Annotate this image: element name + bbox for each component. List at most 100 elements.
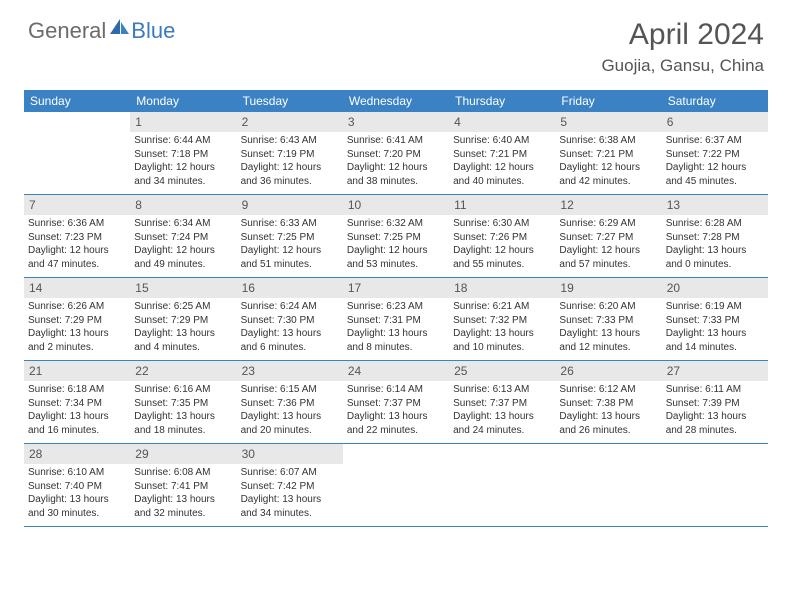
day-cell: 11Sunrise: 6:30 AMSunset: 7:26 PMDayligh… [449, 195, 555, 277]
day-cell: 28Sunrise: 6:10 AMSunset: 7:40 PMDayligh… [24, 444, 130, 526]
day-cell: 23Sunrise: 6:15 AMSunset: 7:36 PMDayligh… [237, 361, 343, 443]
day-body: Sunrise: 6:11 AMSunset: 7:39 PMDaylight:… [662, 383, 768, 441]
sunrise-text: Sunrise: 6:29 AM [559, 217, 657, 231]
daylight-text: Daylight: 12 hours and 34 minutes. [134, 161, 232, 188]
page-header: General Blue April 2024 Guojia, Gansu, C… [0, 0, 792, 84]
sunrise-text: Sunrise: 6:44 AM [134, 134, 232, 148]
day-body: Sunrise: 6:38 AMSunset: 7:21 PMDaylight:… [555, 134, 661, 192]
sunrise-text: Sunrise: 6:18 AM [28, 383, 126, 397]
sunrise-text: Sunrise: 6:24 AM [241, 300, 339, 314]
day-body: Sunrise: 6:43 AMSunset: 7:19 PMDaylight:… [237, 134, 343, 192]
sunset-text: Sunset: 7:24 PM [134, 231, 232, 245]
day-cell: 1 Sunrise: 6:44 AMSunset: 7:18 PMDaylight… [130, 112, 236, 194]
day-number: 17 [343, 278, 449, 298]
day-body: Sunrise: 6:32 AMSunset: 7:25 PMDaylight:… [343, 217, 449, 275]
daylight-text: Daylight: 12 hours and 53 minutes. [347, 244, 445, 271]
day-cell: 4Sunrise: 6:40 AMSunset: 7:21 PMDaylight… [449, 112, 555, 194]
day-cell: 13Sunrise: 6:28 AMSunset: 7:28 PMDayligh… [662, 195, 768, 277]
sunrise-text: Sunrise: 6:07 AM [241, 466, 339, 480]
daylight-text: Daylight: 13 hours and 4 minutes. [134, 327, 232, 354]
sunrise-text: Sunrise: 6:25 AM [134, 300, 232, 314]
day-body: Sunrise: 6:30 AMSunset: 7:26 PMDaylight:… [449, 217, 555, 275]
week-row: 1 Sunrise: 6:44 AMSunset: 7:18 PMDaylight… [24, 112, 768, 195]
day-body: Sunrise: 6:28 AMSunset: 7:28 PMDaylight:… [662, 217, 768, 275]
sunset-text: Sunset: 7:25 PM [347, 231, 445, 245]
weekday-header: Monday [130, 90, 236, 112]
sunset-text: Sunset: 7:31 PM [347, 314, 445, 328]
sunrise-text: Sunrise: 6:32 AM [347, 217, 445, 231]
day-body: Sunrise: 6:10 AMSunset: 7:40 PMDaylight:… [24, 466, 130, 524]
day-number [24, 112, 130, 130]
calendar-grid: SundayMondayTuesdayWednesdayThursdayFrid… [24, 90, 768, 527]
day-number: 25 [449, 361, 555, 381]
day-cell: 12Sunrise: 6:29 AMSunset: 7:27 PMDayligh… [555, 195, 661, 277]
weekday-header-row: SundayMondayTuesdayWednesdayThursdayFrid… [24, 90, 768, 112]
day-number: 1 [130, 112, 236, 132]
sunset-text: Sunset: 7:18 PM [134, 148, 232, 162]
day-cell: 26Sunrise: 6:12 AMSunset: 7:38 PMDayligh… [555, 361, 661, 443]
sunset-text: Sunset: 7:21 PM [559, 148, 657, 162]
day-cell [343, 444, 449, 526]
sunset-text: Sunset: 7:27 PM [559, 231, 657, 245]
day-body: Sunrise: 6:08 AMSunset: 7:41 PMDaylight:… [130, 466, 236, 524]
day-number: 28 [24, 444, 130, 464]
day-number: 6 [662, 112, 768, 132]
day-number: 23 [237, 361, 343, 381]
day-number: 9 [237, 195, 343, 215]
day-number [662, 444, 768, 462]
day-number: 15 [130, 278, 236, 298]
sunrise-text: Sunrise: 6:19 AM [666, 300, 764, 314]
day-body: Sunrise: 6:34 AMSunset: 7:24 PMDaylight:… [130, 217, 236, 275]
day-number: 3 [343, 112, 449, 132]
daylight-text: Daylight: 13 hours and 12 minutes. [559, 327, 657, 354]
week-row: 7 Sunrise: 6:36 AMSunset: 7:23 PM Daylight… [24, 195, 768, 278]
weekday-header: Tuesday [237, 90, 343, 112]
day-number: 11 [449, 195, 555, 215]
sunset-text: Sunset: 7:42 PM [241, 480, 339, 494]
sunset-text: Sunset: 7:23 PM [28, 231, 126, 245]
day-cell: 3Sunrise: 6:41 AMSunset: 7:20 PMDaylight… [343, 112, 449, 194]
title-block: April 2024 Guojia, Gansu, China [601, 18, 764, 76]
sunrise-text: Sunrise: 6:43 AM [241, 134, 339, 148]
day-body: Sunrise: 6:13 AMSunset: 7:37 PMDaylight:… [449, 383, 555, 441]
weekday-header: Saturday [662, 90, 768, 112]
day-number [343, 444, 449, 462]
sunset-text: Sunset: 7:35 PM [134, 397, 232, 411]
day-cell: 15Sunrise: 6:25 AMSunset: 7:29 PMDayligh… [130, 278, 236, 360]
day-cell: 19Sunrise: 6:20 AMSunset: 7:33 PMDayligh… [555, 278, 661, 360]
day-body: Sunrise: 6:29 AMSunset: 7:27 PMDaylight:… [555, 217, 661, 275]
day-number [555, 444, 661, 462]
sunset-text: Sunset: 7:36 PM [241, 397, 339, 411]
sunset-text: Sunset: 7:29 PM [28, 314, 126, 328]
sunrise-text: Sunrise: 6:38 AM [559, 134, 657, 148]
sunset-text: Sunset: 7:22 PM [666, 148, 764, 162]
day-cell: 17Sunrise: 6:23 AMSunset: 7:31 PMDayligh… [343, 278, 449, 360]
sunrise-text: Sunrise: 6:20 AM [559, 300, 657, 314]
day-number: 21 [24, 361, 130, 381]
day-number: 12 [555, 195, 661, 215]
daylight-text: Daylight: 13 hours and 30 minutes. [28, 493, 126, 520]
day-cell: 8Sunrise: 6:34 AMSunset: 7:24 PMDaylight… [130, 195, 236, 277]
day-number: 30 [237, 444, 343, 464]
sunset-text: Sunset: 7:32 PM [453, 314, 551, 328]
day-body: Sunrise: 6:21 AMSunset: 7:32 PMDaylight:… [449, 300, 555, 358]
daylight-text: Daylight: 13 hours and 24 minutes. [453, 410, 551, 437]
daylight-text: Daylight: 13 hours and 32 minutes. [134, 493, 232, 520]
day-cell: 16Sunrise: 6:24 AMSunset: 7:30 PMDayligh… [237, 278, 343, 360]
day-number: 7 [24, 195, 130, 215]
daylight-text: Daylight: 13 hours and 0 minutes. [666, 244, 764, 271]
sunrise-text: Sunrise: 6:14 AM [347, 383, 445, 397]
sunrise-text: Sunrise: 6:26 AM [28, 300, 126, 314]
weekday-header: Sunday [24, 90, 130, 112]
day-number: 8 [130, 195, 236, 215]
sunrise-text: Sunrise: 6:36 AM [28, 217, 126, 231]
daylight-text: Daylight: 13 hours and 16 minutes. [28, 410, 126, 437]
day-number [449, 444, 555, 462]
day-body: Sunrise: 6:18 AMSunset: 7:34 PMDaylight:… [24, 383, 130, 441]
sunset-text: Sunset: 7:19 PM [241, 148, 339, 162]
daylight-text: Daylight: 12 hours and 55 minutes. [453, 244, 551, 271]
day-number: 27 [662, 361, 768, 381]
day-cell: 5Sunrise: 6:38 AMSunset: 7:21 PMDaylight… [555, 112, 661, 194]
daylight-text: Daylight: 13 hours and 20 minutes. [241, 410, 339, 437]
day-body: Sunrise: 6:33 AMSunset: 7:25 PMDaylight:… [237, 217, 343, 275]
